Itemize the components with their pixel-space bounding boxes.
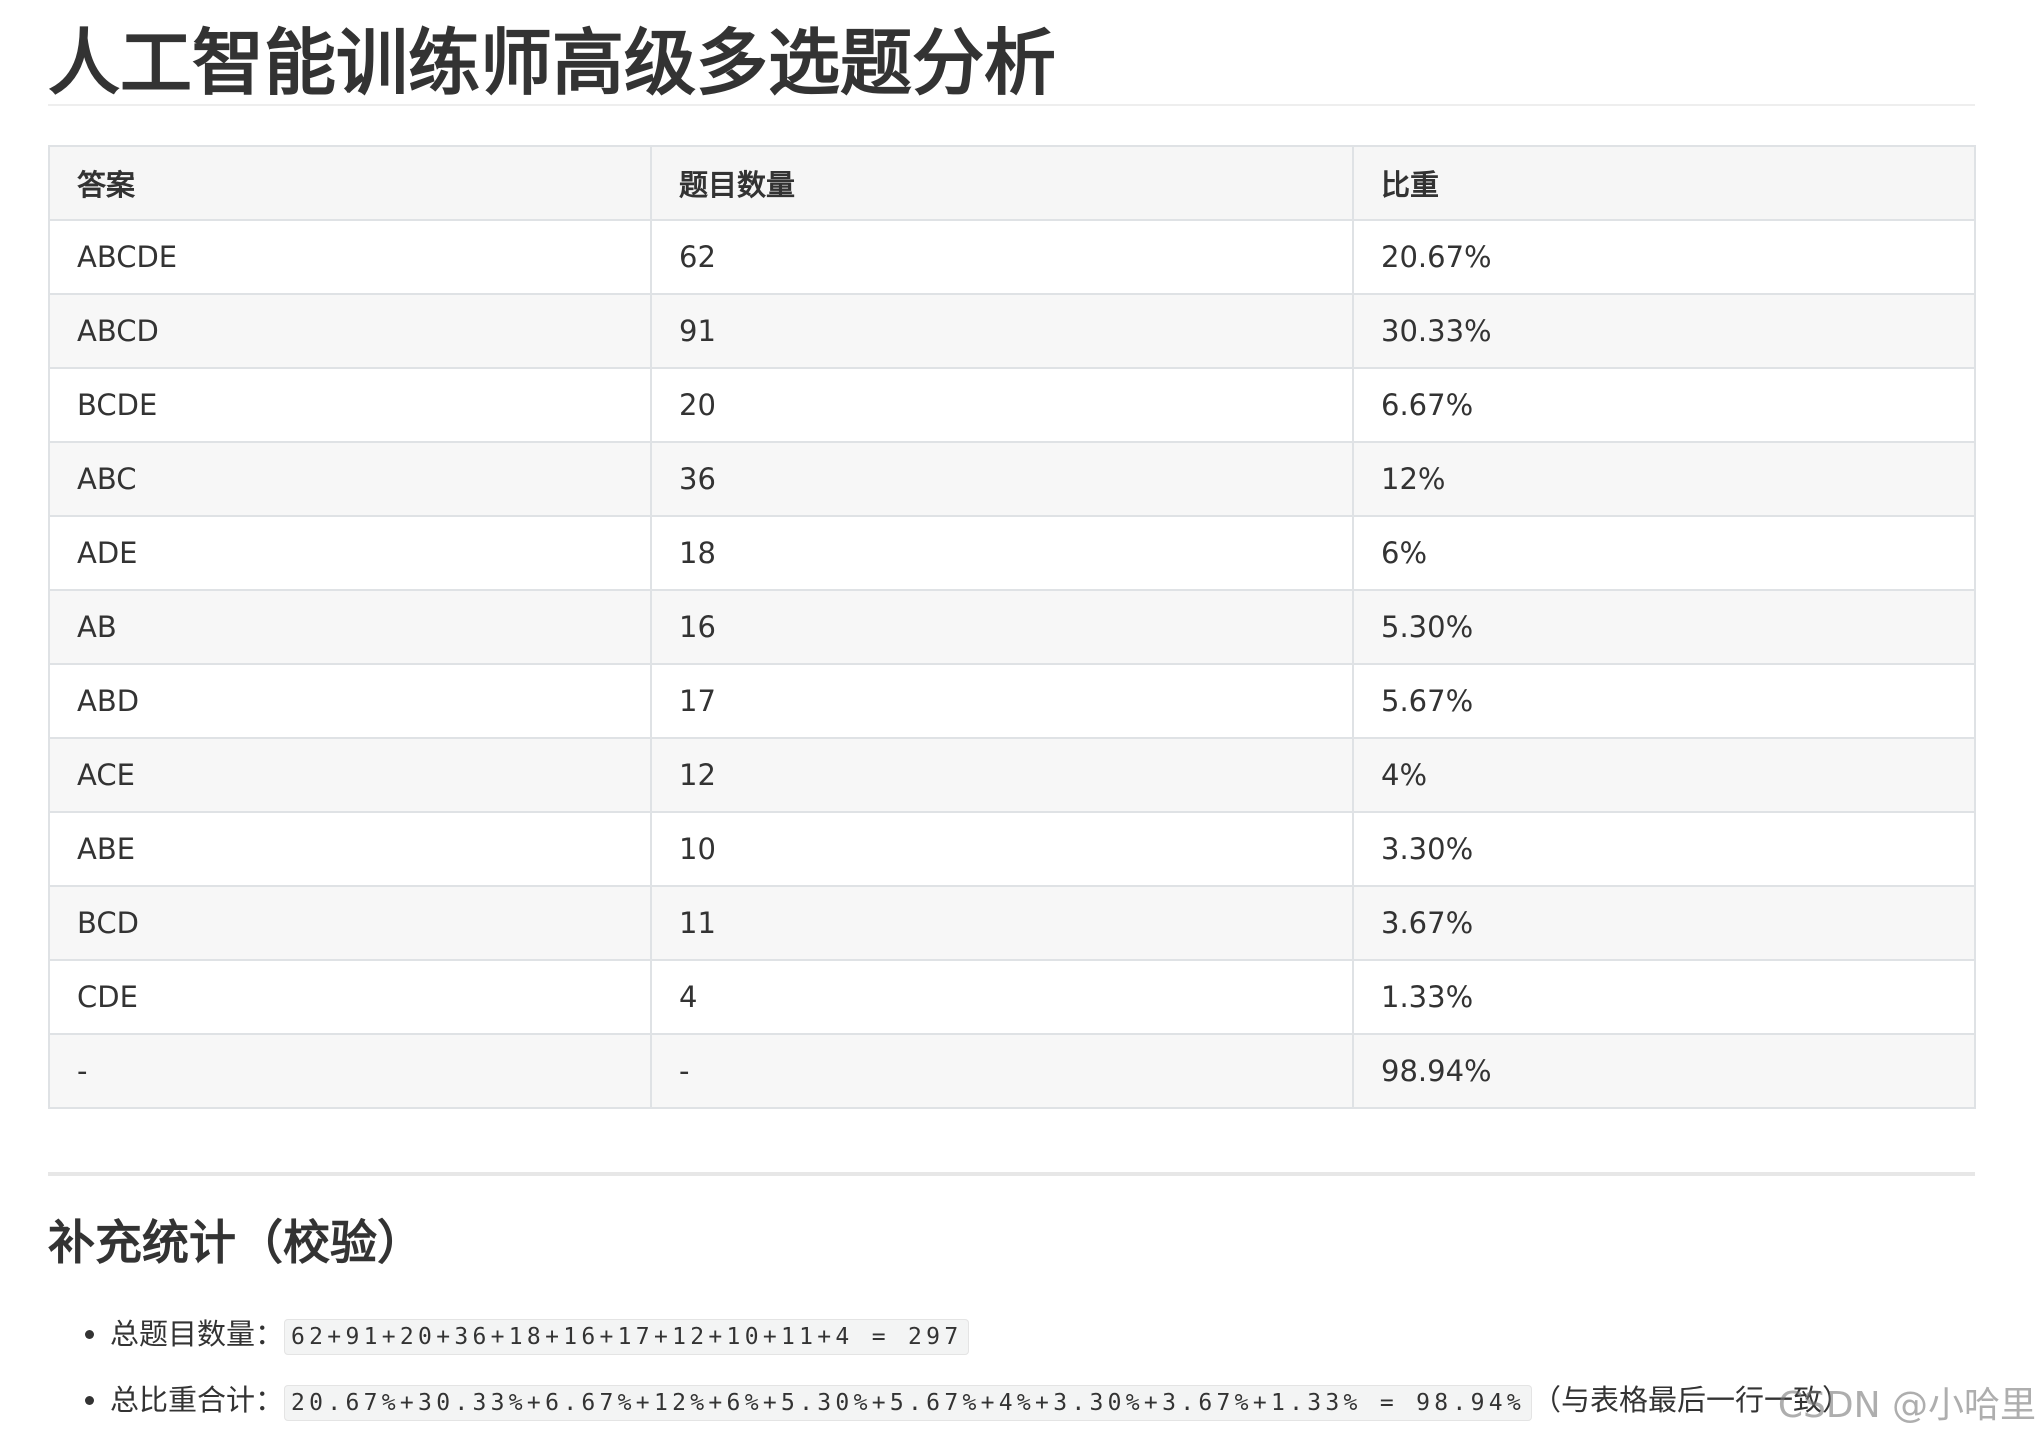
table-row: CDE 4 1.33% [48,959,1976,1035]
table-cell: 98.94% [1352,1033,1976,1109]
item-code: 62+91+20+36+18+16+17+12+10+11+4 = 297 [284,1319,970,1355]
table-row: ACE 12 4% [48,737,1976,813]
divider [48,1172,1975,1176]
table-cell: ABE [48,811,652,887]
list-item: 总比重合计：20.67%+30.33%+6.67%+12%+6%+5.30%+5… [110,1372,1851,1438]
table-cell: 20.67% [1352,219,1976,295]
table-row: ABCDE 62 20.67% [48,219,1976,295]
table-row: ABD 17 5.67% [48,663,1976,739]
table-row: ABC 36 12% [48,441,1976,517]
table-cell: 12% [1352,441,1976,517]
table-row: BCDE 20 6.67% [48,367,1976,443]
table-cell: 10 [650,811,1354,887]
item-label: 总比重合计： [110,1383,285,1417]
table-row: AB 16 5.30% [48,589,1976,665]
table-cell: 17 [650,663,1354,739]
page-title: 人工智能训练师高级多选题分析 [48,21,1057,105]
table-cell: 12 [650,737,1354,813]
bullet-list: 总题目数量：62+91+20+36+18+16+17+12+10+11+4 = … [70,1306,1851,1438]
table-cell: AB [48,589,652,665]
table-cell: 20 [650,367,1354,443]
table-cell: ADE [48,515,652,591]
table-cell: 16 [650,589,1354,665]
table-row: - -98.94% [48,1033,1976,1109]
table-cell: BCDE [48,367,652,443]
table-cell: 1.33% [1352,959,1976,1035]
table-cell: BCD [48,885,652,961]
table-cell: ABCD [48,293,652,369]
table-cell: ACE [48,737,652,813]
table-cell: 36 [650,441,1354,517]
watermark: CSDN @小哈里 [1777,1385,2036,1426]
table-cell: 3.30% [1352,811,1976,887]
item-label: 总题目数量： [110,1317,285,1351]
table-cell: 4 [650,959,1354,1035]
table-cell: 62 [650,219,1354,295]
table-body: ABCDE 62 20.67% ABCD 91 30.33% BCDE 20 6.67% ABC 3… [48,219,1976,1109]
table-row: ABCD 91 30.33% [48,293,1976,369]
list-item: 总题目数量：62+91+20+36+18+16+17+12+10+11+4 = … [110,1306,1851,1372]
table-cell: 5.30% [1352,589,1976,665]
table-cell: ABD [48,663,652,739]
section-heading: 补充统计（校验） [48,1216,424,1271]
table-cell: 5.67% [1352,663,1976,739]
header-cell: 比重 [1352,145,1976,221]
table-cell: 91 [650,293,1354,369]
table-row: ADE 18 6% [48,515,1976,591]
table-cell: 6.67% [1352,367,1976,443]
table-row: BCD 11 3.67% [48,885,1976,961]
table-cell: 18 [650,515,1354,591]
header-cell: 题目数量 [650,145,1354,221]
item-note: （与表格最后一行一致） [1532,1383,1852,1417]
table: 答案 题目数量 比重 ABCDE 62 20.67% ABCD 91 30.33% BCDE 20… [48,145,1976,1109]
table-cell: 4% [1352,737,1976,813]
table-cell: 11 [650,885,1354,961]
header-row: 答案 题目数量 比重 [48,145,1976,221]
table-cell: ABCDE [48,219,652,295]
table-cell: 3.67% [1352,885,1976,961]
table-row: ABE 10 3.30% [48,811,1976,887]
item-code: 20.67%+30.33%+6.67%+12%+6%+5.30%+5.67%+4… [284,1385,1533,1421]
table-cell: CDE [48,959,652,1035]
table-cell: ABC [48,441,652,517]
table-cell: - [48,1033,652,1109]
table-cell: - [650,1033,1354,1109]
title-rule [48,104,1975,106]
header-cell: 答案 [48,145,652,221]
table-cell: 30.33% [1352,293,1976,369]
table-cell: 6% [1352,515,1976,591]
